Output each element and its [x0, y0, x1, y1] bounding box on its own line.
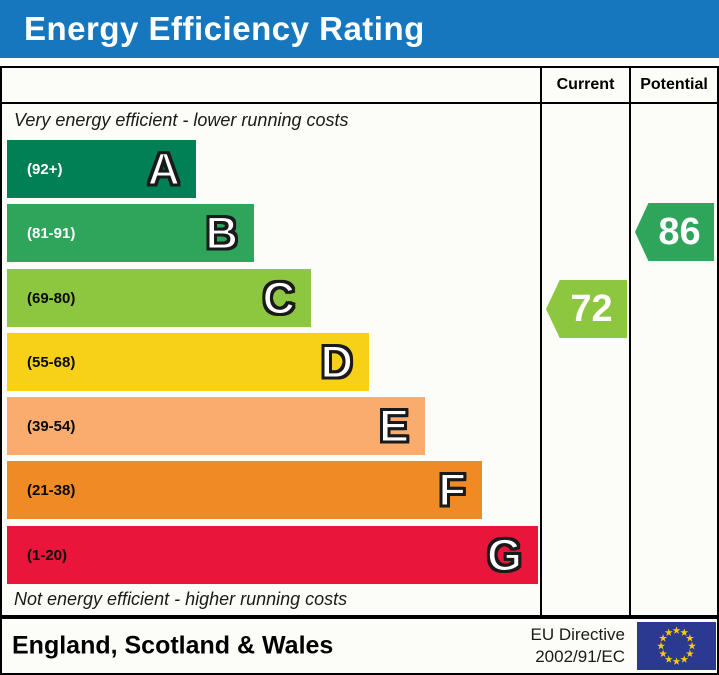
bottom-note: Not energy efficient - higher running co…: [14, 589, 348, 609]
rating-table: Current Potential Very energy efficient …: [0, 66, 719, 617]
title-bar: Energy Efficiency Rating: [0, 0, 719, 58]
band-letter: G: [486, 529, 523, 581]
band-letter: F: [438, 464, 467, 516]
band-row-e: (39-54) E: [7, 397, 425, 455]
band-range-label: (21-38): [27, 481, 76, 499]
band-range-label: (69-80): [27, 289, 76, 307]
band-range-label: (55-68): [27, 353, 76, 371]
band-row-g: (1-20) G: [7, 526, 538, 584]
band-letter: E: [378, 400, 410, 452]
footer: England, Scotland & Wales EU Directive 2…: [0, 617, 719, 675]
eu-directive-line1: EU Directive: [530, 625, 625, 644]
eu-directive-line2: 2002/91/EC: [535, 647, 625, 666]
potential-rating-value: 86: [658, 210, 701, 253]
current-rating-arrow: 72: [546, 280, 627, 338]
band-range-label: (81-91): [27, 224, 76, 242]
column-header-current: Current: [556, 76, 615, 93]
eu-directive-label: EU Directive 2002/91/EC: [531, 624, 625, 668]
band-range-label: (39-54): [27, 417, 76, 435]
header-separator: [2, 102, 717, 104]
column-header-potential: Potential: [640, 76, 708, 93]
region-label: England, Scotland & Wales: [12, 631, 334, 660]
potential-rating-arrow: 86: [635, 203, 714, 261]
band-row-a: (92+) A: [7, 140, 196, 198]
eu-flag-icon: [637, 622, 716, 670]
band-row-f: (21-38) F: [7, 461, 482, 519]
band-row-d: (55-68) D: [7, 333, 369, 391]
band-row-c: (69-80) C: [7, 269, 311, 327]
top-note: Very energy efficient - lower running co…: [14, 110, 349, 130]
current-rating-value: 72: [570, 287, 613, 330]
band-letter: B: [205, 207, 239, 259]
page-title: Energy Efficiency Rating: [24, 10, 425, 47]
band-letter: A: [147, 143, 181, 195]
band-row-b: (81-91) B: [7, 204, 254, 262]
band-letter: D: [320, 336, 354, 388]
band-range-label: (92+): [27, 160, 63, 178]
current-column-divider: [540, 68, 542, 615]
band-letter: C: [262, 272, 296, 324]
band-range-label: (1-20): [27, 546, 68, 564]
potential-column-divider: [629, 68, 631, 615]
